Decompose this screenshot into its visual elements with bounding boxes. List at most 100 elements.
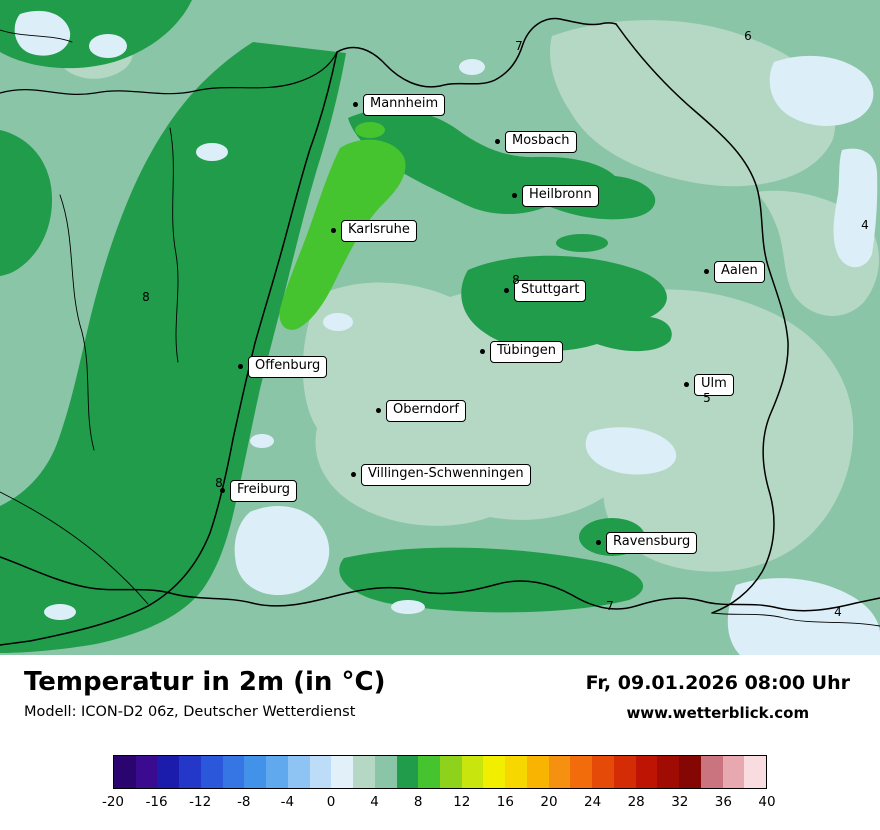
city-marker: Ulm	[684, 374, 734, 396]
footer-left: Temperatur in 2m (in °C) Modell: ICON-D2…	[24, 667, 386, 720]
city-label: Heilbronn	[522, 185, 599, 207]
temperature-legend: -20 -16 -12 -8 -4 0 4 8 12 16 20 24 28 32 36 40	[102, 755, 776, 810]
city-dot-icon	[512, 193, 517, 199]
legend-color-cell	[483, 756, 506, 788]
legend-tick-label: 8	[413, 794, 423, 810]
city-dot-icon	[684, 382, 689, 388]
forecast-datetime: Fr, 09.01.2026 08:00 Uhr	[585, 672, 850, 694]
legend-color-cell	[744, 756, 767, 788]
legend-tick-label: -12	[189, 794, 212, 810]
legend-tick-label: 28	[627, 794, 645, 810]
map-value-label: 8	[215, 476, 223, 490]
legend-color-cell	[418, 756, 441, 788]
footer-right: Fr, 09.01.2026 08:00 Uhr www.wetterblick…	[586, 672, 850, 722]
warm-region	[0, 130, 53, 276]
map-value-label: 6	[744, 29, 752, 43]
legend-color-cell	[353, 756, 375, 788]
legend-tick-label: -20	[101, 794, 125, 810]
legend-color-cell	[635, 756, 658, 788]
map-value-label: 7	[606, 599, 614, 613]
city-dot-icon	[353, 102, 358, 108]
border-line-internal	[59, 194, 95, 451]
city-layer: Mannheim Mosbach Heilbronn Karlsruhe Aalen St…	[142, 29, 869, 619]
legend-color-cell	[287, 756, 310, 788]
border-line-northeast	[336, 17, 617, 88]
city-label: Ulm	[694, 374, 734, 396]
map-value-label: 4	[861, 218, 869, 232]
cold-region	[234, 506, 330, 596]
map-value-label: 7	[515, 39, 523, 53]
temperature-map: Mannheim Mosbach Heilbronn Karlsruhe Aalen St…	[0, 0, 880, 655]
model-info: Modell: ICON-D2 06z, Deutscher Wetterdie…	[24, 703, 356, 720]
legend-color-cell	[657, 756, 680, 788]
city-dot-icon	[704, 269, 709, 275]
map-value-label: 8	[512, 273, 520, 287]
legend-color-cell	[222, 756, 245, 788]
website-link[interactable]: www.wetterblick.com	[626, 704, 810, 722]
map-value-label: 4	[834, 605, 842, 619]
legend-color-cell	[309, 756, 332, 788]
legend-tick-label: -16	[145, 794, 168, 810]
legend-color-cell	[374, 756, 397, 788]
city-marker: Mannheim	[353, 94, 446, 116]
cool-region	[593, 289, 854, 572]
legend-tick-label: 16	[496, 794, 514, 810]
legend-color-cell	[200, 756, 223, 788]
city-marker: Ravensburg	[596, 532, 698, 554]
city-label: Villingen-Schwenningen	[361, 464, 531, 486]
border-line-east	[615, 23, 789, 614]
border-line-internal	[711, 612, 880, 627]
city-dot-icon	[495, 139, 500, 145]
legend-color-cell	[613, 756, 636, 788]
city-dot-icon	[331, 228, 336, 234]
legend-color-cell	[700, 756, 723, 788]
cold-region	[323, 313, 353, 331]
legend-tick-label: 40	[758, 794, 776, 810]
city-label: Freiburg	[230, 480, 298, 502]
border-line-internal	[0, 491, 149, 605]
legend-tick-labels: -20 -16 -12 -8 -4 0 4 8 12 16 20 24 28 32 36 40	[102, 794, 776, 810]
legend-tick-label: 20	[540, 794, 558, 810]
legend-color-cell	[722, 756, 745, 788]
legend-color-cell	[461, 756, 484, 788]
city-marker: Freiburg	[220, 480, 298, 502]
city-label: Stuttgart	[514, 280, 587, 302]
legend-color-cell	[331, 756, 354, 788]
legend-color-cell	[114, 756, 136, 788]
legend-color-cell	[592, 756, 614, 788]
city-marker: Tübingen	[480, 341, 563, 363]
legend-color-cell	[157, 756, 180, 788]
cold-region	[250, 434, 274, 448]
legend-color-cell	[505, 756, 527, 788]
legend-tick-label: 4	[370, 794, 379, 810]
city-dot-icon	[596, 540, 601, 546]
city-label: Karlsruhe	[341, 220, 417, 242]
city-marker: Offenburg	[238, 356, 328, 378]
legend-color-cell	[440, 756, 462, 788]
page-title: Temperatur in 2m (in °C)	[24, 667, 386, 697]
city-label: Offenburg	[248, 356, 328, 378]
cold-region	[769, 55, 874, 126]
cold-regions	[14, 10, 880, 655]
cold-region	[89, 34, 127, 58]
city-dot-icon	[504, 288, 509, 294]
city-label: Aalen	[714, 261, 765, 283]
city-marker: Aalen	[704, 261, 765, 283]
city-dot-icon	[376, 408, 381, 414]
cold-region	[727, 578, 880, 655]
legend-tick-label: 24	[584, 794, 602, 810]
cold-region	[585, 427, 677, 475]
legend-color-cell	[679, 756, 701, 788]
border-line-south	[0, 556, 880, 612]
city-dot-icon	[351, 472, 356, 478]
cold-region	[14, 10, 71, 56]
city-dot-icon	[480, 349, 485, 355]
border-line-internal	[0, 29, 73, 43]
border-line-west	[0, 51, 338, 646]
warm-region	[461, 255, 672, 352]
legend-tick-label: -4	[280, 794, 295, 810]
city-dot-icon	[220, 488, 225, 494]
warm-region-alps	[339, 547, 644, 613]
cold-region	[391, 600, 425, 614]
legend-color-cell	[396, 756, 419, 788]
